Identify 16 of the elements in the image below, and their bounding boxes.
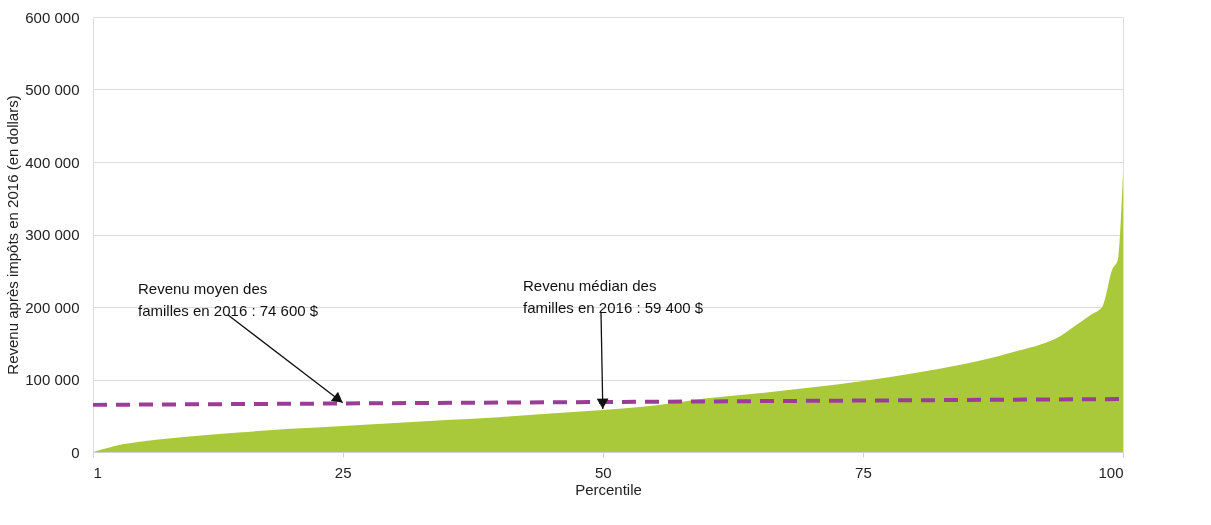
annotation: Revenu moyen des familles en 2016 : 74 600 $ (138, 280, 319, 319)
y-tick-label: 400 000 (25, 153, 80, 171)
y-tick-label: 600 000 (25, 8, 80, 26)
annotation: Revenu médian des familles en 2016 : 59 400 $ (523, 277, 704, 316)
x-tick-label: 25 (334, 463, 352, 481)
y-tick-label: 100 000 (25, 371, 80, 388)
y-tick-label: 500 000 (25, 81, 80, 98)
x-tick-label: 50 (594, 463, 612, 481)
y-tick-label: 300 000 (25, 226, 80, 243)
y-tick-label: 0 (71, 443, 80, 461)
x-tick-label: 75 (855, 463, 872, 481)
y-axis-title: Revenu après impôts en 2016 (en dollars) (4, 95, 22, 375)
y-tick-label: 200 000 (25, 298, 80, 316)
x-axis-title: Percentile (575, 480, 642, 498)
x-tick-label: 100 (1098, 463, 1124, 481)
x-tick-label: 1 (93, 463, 102, 481)
